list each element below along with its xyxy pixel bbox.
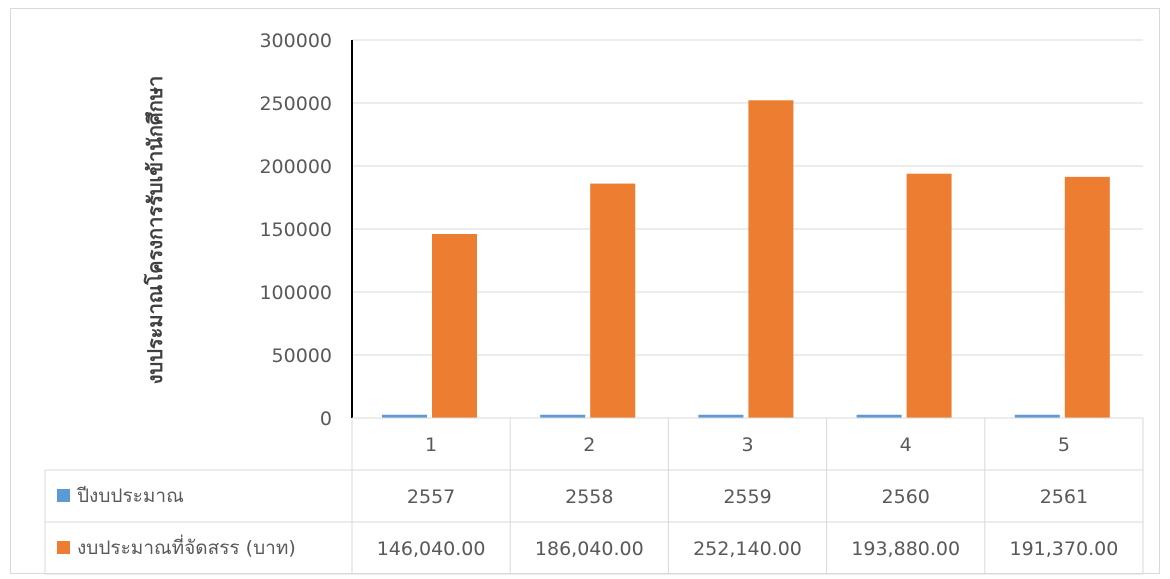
gridlines [351, 39, 1143, 418]
bar-budget [1064, 176, 1110, 418]
category-label: 1 [425, 434, 437, 456]
y-tick-label: 50000 [272, 345, 332, 367]
bars [382, 100, 1110, 419]
bar-budget [906, 173, 952, 418]
data-label: 193,880.00 [851, 538, 960, 560]
category-label: 3 [741, 434, 753, 456]
y-tick-label: 300000 [259, 30, 332, 52]
bar-fiscal-year [698, 414, 744, 418]
data-table: 1 2 3 4 5 ปีงบประมาณ 2557 2558 2559 2560 2561 งบประ… [44, 417, 1144, 575]
legend-key [57, 489, 70, 502]
category-label: 4 [900, 434, 912, 456]
series-name: งบประมาณที่จัดสรร (บาท) [77, 534, 296, 559]
data-label: 2558 [565, 486, 613, 508]
bar-fiscal-year [382, 414, 427, 418]
data-label: 2561 [1040, 486, 1088, 508]
data-label: 2557 [407, 486, 455, 508]
y-tick-label: 150000 [259, 219, 332, 241]
bar-fiscal-year [856, 414, 902, 418]
data-label: 252,140.00 [693, 538, 802, 560]
legend-key [57, 541, 70, 554]
bar-fiscal-year [540, 414, 586, 418]
bar-budget [432, 233, 477, 418]
bar-budget [748, 100, 794, 419]
category-label: 2 [583, 434, 595, 456]
y-tick-label: 100000 [259, 282, 332, 304]
bar-fiscal-year [1014, 414, 1060, 418]
y-tick-label: 0 [320, 408, 332, 430]
y-tick-label: 200000 [259, 156, 332, 178]
category-label: 5 [1058, 434, 1070, 456]
bar-budget [590, 183, 636, 418]
data-label: 191,370.00 [1010, 538, 1119, 560]
data-label: 2560 [882, 486, 930, 508]
data-label: 186,040.00 [535, 538, 644, 560]
y-axis-label: งบประมาณโครงการรับเข้านักศึกษา [143, 76, 167, 385]
y-tick-labels: 0 50000 100000 150000 200000 250000 300000 [259, 30, 332, 430]
y-tick-label: 250000 [259, 93, 332, 115]
data-label: 146,040.00 [377, 538, 486, 560]
data-label: 2559 [723, 486, 771, 508]
series-name: ปีงบประมาณ [76, 485, 183, 507]
